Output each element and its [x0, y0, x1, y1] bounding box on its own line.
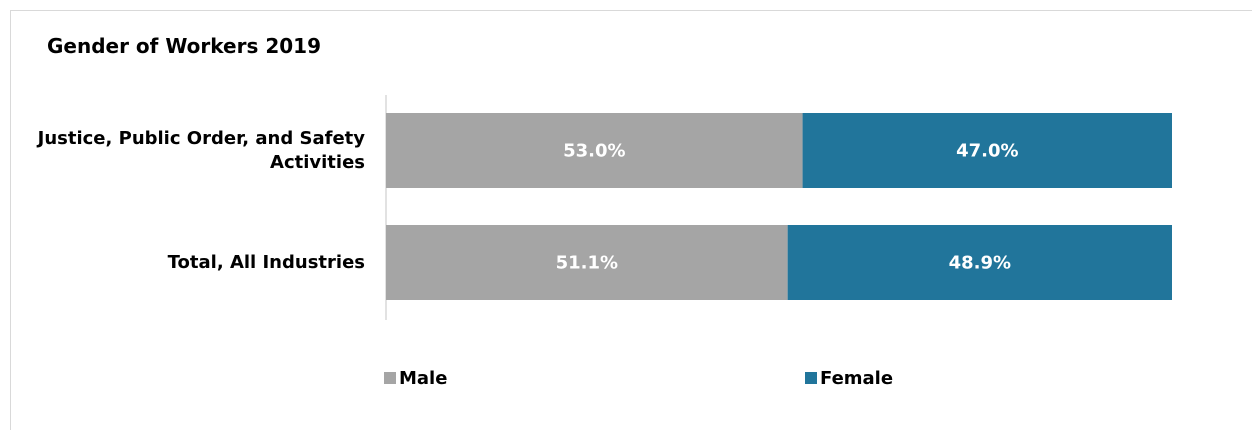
bar-segment — [386, 225, 788, 300]
bar-segment — [787, 225, 1172, 300]
legend-label: Male — [399, 368, 447, 389]
category-label: Justice, Public Order, and Safety Activi… — [37, 127, 365, 173]
data-label: 48.9% — [949, 253, 1011, 274]
legend-swatch — [384, 372, 396, 384]
chart-title: Gender of Workers 2019 — [47, 34, 322, 58]
data-label: 47.0% — [956, 141, 1018, 162]
data-label: 53.0% — [563, 141, 625, 162]
category-label: Total, All Industries — [167, 251, 365, 273]
legend-swatch — [805, 372, 817, 384]
legend-label: Female — [820, 368, 893, 389]
bar-segment — [802, 113, 1172, 188]
data-label: 51.1% — [556, 253, 618, 274]
bar-segment — [386, 113, 803, 188]
frame — [10, 10, 1252, 430]
